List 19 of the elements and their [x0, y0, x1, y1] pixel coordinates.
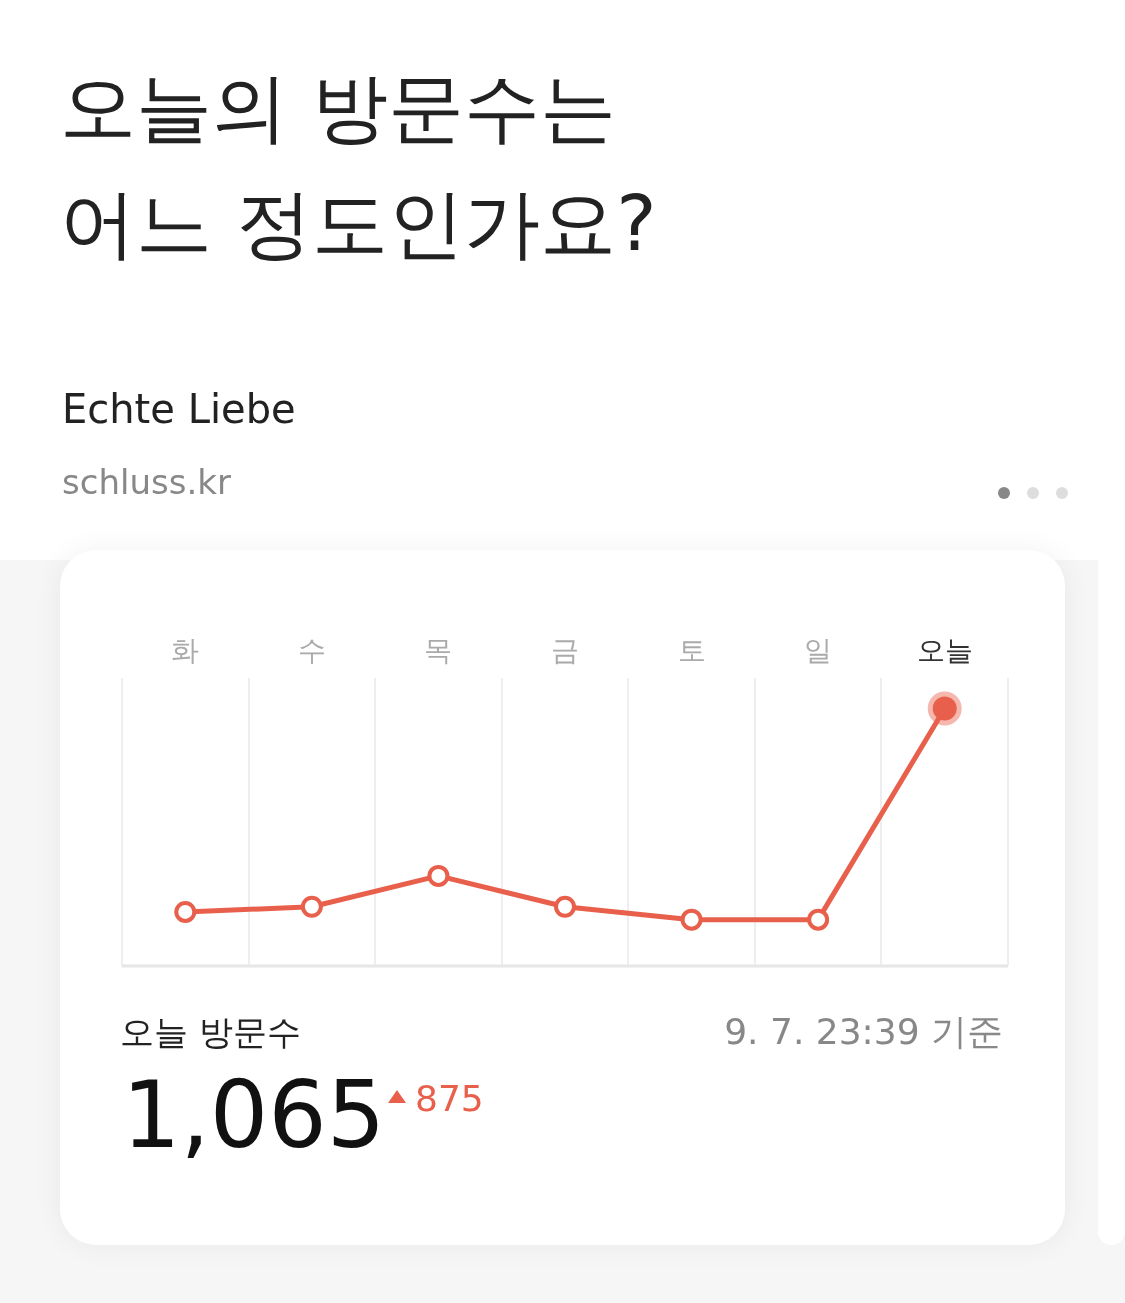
x-tick-label: 화 — [171, 634, 200, 668]
text: 1,065 — [122, 1062, 386, 1169]
x-tick-label: 금 — [551, 634, 579, 668]
text: 9. 7. 23:39 기준 — [724, 1010, 1003, 1054]
x-tick-label: 일 — [804, 634, 833, 668]
point — [300, 895, 323, 918]
x-tick-label: 목 — [424, 634, 453, 668]
point — [680, 908, 703, 931]
point — [807, 908, 830, 931]
chart-title: 오늘의 방문수는 어느 정도인가요? — [60, 62, 657, 270]
x-tick-label: 수 — [297, 634, 326, 668]
text: 오늘 방문수 — [120, 1011, 301, 1054]
text: 875 — [415, 1078, 484, 1119]
x-tick-label: 토 — [677, 634, 706, 668]
point — [554, 895, 576, 918]
point — [174, 900, 197, 923]
point — [427, 864, 450, 887]
chart-subtitle: Echte Liebe schluss.kr — [62, 386, 296, 502]
x-tick-label: 오늘 — [916, 634, 973, 668]
